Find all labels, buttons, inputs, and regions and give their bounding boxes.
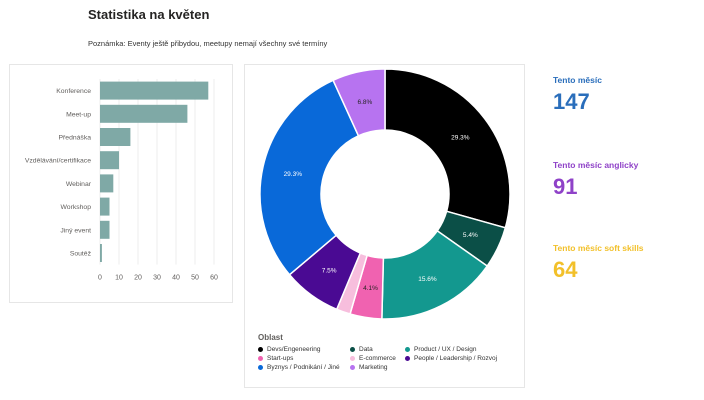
legend-label: Devs/Engeneering bbox=[267, 346, 321, 353]
legend-item[interactable]: Marketing bbox=[350, 364, 405, 371]
bar[interactable] bbox=[100, 197, 110, 216]
legend-dot-icon bbox=[405, 347, 410, 352]
bar-category-label: Workshop bbox=[61, 204, 92, 211]
legend-item[interactable]: Product / UX / Design bbox=[405, 346, 515, 353]
kpi-month-softskills-value: 64 bbox=[553, 257, 578, 282]
bar-category-label: Konference bbox=[56, 88, 91, 95]
bar[interactable] bbox=[100, 81, 209, 100]
legend-item[interactable]: Data bbox=[350, 346, 405, 353]
legend-item[interactable]: Devs/Engeneering bbox=[258, 346, 350, 353]
donut-slice-label: 6.8% bbox=[358, 99, 373, 106]
donut-slice-label: 29.3% bbox=[284, 171, 303, 178]
page-note: Poznámka: Eventy ještě přibydou, meetupy… bbox=[88, 39, 328, 48]
legend-label: Data bbox=[359, 346, 373, 353]
bar-chart-card: 0 10 20 30 40 50 60 Konference Meet-up Přednáška V… bbox=[9, 64, 233, 303]
bar[interactable] bbox=[100, 174, 114, 193]
bar-category-label: Přednáška bbox=[59, 135, 92, 142]
bar-chart: 0 10 20 30 40 50 60 Konference Meet-up Přednáška V… bbox=[25, 79, 218, 282]
bar-category-label: Soutěž bbox=[70, 251, 92, 258]
bar[interactable] bbox=[100, 128, 131, 146]
legend-label: People / Leadership / Rozvoj bbox=[414, 355, 498, 362]
legend-dot-icon bbox=[258, 365, 263, 370]
legend-items: Devs/Engeneering Data Product / UX / Desig… bbox=[258, 346, 520, 371]
donut-slice-label: 29.3% bbox=[451, 134, 470, 141]
legend-label: Marketing bbox=[359, 364, 388, 371]
legend-dot-icon bbox=[258, 347, 263, 352]
donut-slice-label: 15.6% bbox=[418, 276, 437, 283]
bar-category-label: Vzdělávání/certifikace bbox=[25, 158, 91, 165]
kpi-month-english: Tento měsíc anglicky 91 bbox=[553, 160, 638, 200]
legend-label: Product / UX / Design bbox=[414, 346, 477, 353]
bar[interactable] bbox=[100, 104, 188, 123]
bar[interactable] bbox=[100, 151, 119, 170]
donut-chart: 29.3% 5.4% 15.6% 4.1% 7.5% 29.3% 6.8% bbox=[259, 68, 511, 320]
x-tick-label: 60 bbox=[210, 275, 218, 282]
legend-title: Oblast bbox=[258, 333, 283, 342]
x-tick-label: 50 bbox=[191, 275, 199, 282]
kpi-month-english-value: 91 bbox=[553, 174, 578, 199]
kpi-month-value: 147 bbox=[553, 89, 590, 114]
legend-item[interactable]: People / Leadership / Rozvoj bbox=[405, 355, 515, 362]
x-tick-label: 40 bbox=[172, 275, 180, 282]
kpi-month-label: Tento měsíc bbox=[553, 75, 602, 85]
legend-dot-icon bbox=[350, 347, 355, 352]
x-tick-label: 20 bbox=[134, 275, 142, 282]
bar[interactable] bbox=[100, 244, 102, 262]
donut-chart-card: 29.3% 5.4% 15.6% 4.1% 7.5% 29.3% 6.8% bbox=[244, 64, 525, 388]
legend-dot-icon bbox=[350, 365, 355, 370]
bar-category-label: Webinar bbox=[66, 181, 92, 188]
bar[interactable] bbox=[100, 220, 110, 239]
donut-legend: Oblast Devs/Engeneering Data Product / UX … bbox=[258, 333, 520, 371]
kpi-month-softskills-label: Tento měsíc soft skills bbox=[553, 243, 644, 253]
donut-slice[interactable] bbox=[332, 68, 386, 137]
legend-dot-icon bbox=[405, 356, 410, 361]
legend-dot-icon bbox=[350, 356, 355, 361]
legend-item[interactable]: Start-ups bbox=[258, 355, 350, 362]
donut-slice-label: 7.5% bbox=[322, 268, 337, 275]
bar-category-label: Jiný event bbox=[60, 227, 91, 234]
kpi-month-softskills: Tento měsíc soft skills 64 bbox=[553, 243, 644, 283]
legend-label: Byznys / Podnikání / Jiné bbox=[267, 364, 340, 371]
x-tick-label: 30 bbox=[153, 275, 161, 282]
legend-dot-icon bbox=[258, 356, 263, 361]
page-title: Statistika na květen bbox=[88, 7, 210, 22]
legend-label: E-commerce bbox=[359, 355, 396, 362]
bar-category-label: Meet-up bbox=[66, 111, 91, 118]
x-tick-label: 10 bbox=[115, 275, 123, 282]
donut-slice[interactable] bbox=[384, 68, 511, 229]
donut-slice[interactable] bbox=[259, 79, 360, 276]
legend-label: Start-ups bbox=[267, 355, 294, 362]
legend-item[interactable]: Byznys / Podnikání / Jiné bbox=[258, 364, 350, 371]
kpi-month: Tento měsíc 147 bbox=[553, 75, 602, 115]
x-tick-label: 0 bbox=[98, 275, 102, 282]
donut-slice-label: 4.1% bbox=[363, 285, 378, 292]
legend-item[interactable]: E-commerce bbox=[350, 355, 405, 362]
kpi-month-english-label: Tento měsíc anglicky bbox=[553, 160, 639, 170]
donut-slice-label: 5.4% bbox=[463, 232, 478, 239]
